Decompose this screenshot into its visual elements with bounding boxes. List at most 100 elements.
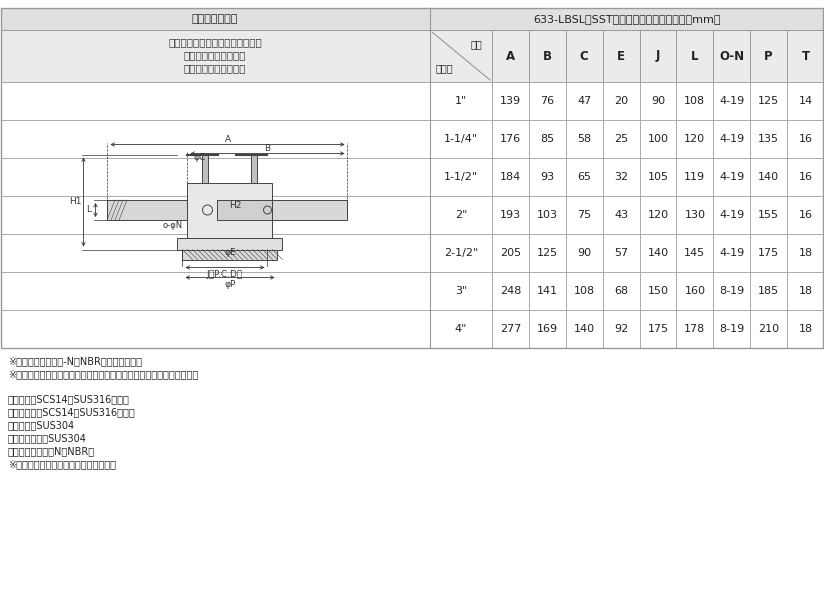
Bar — [492, 120, 529, 158]
Text: 140: 140 — [648, 248, 668, 258]
Text: 175: 175 — [648, 324, 668, 334]
Bar — [714, 82, 750, 120]
Bar — [430, 310, 492, 348]
Bar — [602, 196, 639, 234]
Bar — [750, 234, 787, 272]
Bar — [714, 120, 750, 158]
Bar — [714, 272, 750, 310]
Bar — [492, 196, 529, 234]
Bar — [677, 272, 714, 310]
Text: 160: 160 — [685, 286, 705, 296]
Bar — [787, 272, 824, 310]
Text: 205: 205 — [500, 248, 521, 258]
Text: 120: 120 — [684, 134, 705, 144]
Bar — [714, 30, 750, 82]
Bar — [677, 234, 714, 272]
Bar — [602, 120, 639, 158]
Text: 14: 14 — [798, 96, 812, 106]
Text: 176: 176 — [500, 134, 521, 144]
Bar — [602, 272, 639, 310]
Text: 18: 18 — [798, 248, 812, 258]
Bar — [566, 234, 602, 272]
Bar — [529, 30, 566, 82]
Text: A: A — [224, 135, 231, 144]
Text: 145: 145 — [684, 248, 705, 258]
Bar — [602, 158, 639, 196]
Bar — [602, 82, 639, 120]
Bar — [430, 234, 492, 272]
Bar — [1, 120, 430, 158]
Text: 90: 90 — [651, 96, 665, 106]
Text: 140: 140 — [758, 172, 780, 182]
Text: 8-19: 8-19 — [719, 286, 744, 296]
Bar — [1, 30, 430, 82]
Bar — [639, 158, 677, 196]
Text: 108: 108 — [574, 286, 595, 296]
Text: ※ガスケットはブナ-N（NBR）を標準装備。: ※ガスケットはブナ-N（NBR）を標準装備。 — [8, 356, 142, 366]
Text: 108: 108 — [684, 96, 705, 106]
Bar — [566, 30, 602, 82]
Text: 2-1/2": 2-1/2" — [444, 248, 478, 258]
Bar — [492, 82, 529, 120]
Text: 155: 155 — [758, 210, 780, 220]
Bar — [188, 182, 273, 237]
Text: 1-1/2": 1-1/2" — [444, 172, 478, 182]
Text: L: L — [86, 205, 91, 214]
Text: ※ガスケットは流体により選定できます: ※ガスケットは流体により選定できます — [8, 459, 116, 469]
Text: 141: 141 — [536, 286, 558, 296]
Text: 125: 125 — [758, 96, 780, 106]
Text: 76: 76 — [541, 96, 555, 106]
Bar — [1, 196, 430, 234]
Bar — [787, 196, 824, 234]
Text: 43: 43 — [614, 210, 628, 220]
Text: 139: 139 — [500, 96, 521, 106]
Bar — [566, 272, 602, 310]
Bar — [1, 82, 430, 120]
Text: 248: 248 — [500, 286, 521, 296]
Text: 135: 135 — [758, 134, 780, 144]
Text: 32: 32 — [614, 172, 628, 182]
Text: 130: 130 — [685, 210, 705, 220]
Text: φP: φP — [224, 280, 236, 289]
Bar — [750, 310, 787, 348]
Text: 193: 193 — [500, 210, 521, 220]
Bar — [787, 82, 824, 120]
Text: 169: 169 — [536, 324, 558, 334]
Bar — [430, 8, 823, 30]
Text: T: T — [802, 50, 810, 63]
Bar — [787, 30, 824, 82]
Text: 103: 103 — [536, 210, 558, 220]
Bar — [677, 158, 714, 196]
Text: H2: H2 — [229, 201, 241, 210]
Text: カムアーム継手: カムアーム継手 — [192, 14, 238, 24]
Text: 固定部品：SUS304: 固定部品：SUS304 — [8, 420, 75, 430]
Bar — [430, 120, 492, 158]
Text: 16: 16 — [798, 210, 812, 220]
Text: カムロック　ツインロックタイプ: カムロック ツインロックタイプ — [168, 37, 262, 47]
Bar — [787, 310, 824, 348]
Text: B: B — [265, 144, 270, 153]
Text: 93: 93 — [541, 172, 555, 182]
Bar — [714, 310, 750, 348]
Text: ガスケット：ブナN（NBR）: ガスケット：ブナN（NBR） — [8, 446, 95, 456]
Text: 58: 58 — [577, 134, 592, 144]
Text: 120: 120 — [648, 210, 668, 220]
Bar — [1, 8, 823, 348]
Text: 1-1/4": 1-1/4" — [444, 134, 478, 144]
Text: 8-19: 8-19 — [719, 324, 744, 334]
Bar — [218, 200, 273, 220]
Bar — [203, 155, 208, 182]
Text: 4-19: 4-19 — [719, 248, 744, 258]
Text: 140: 140 — [574, 324, 595, 334]
Bar — [273, 200, 348, 220]
Bar — [566, 120, 602, 158]
Bar — [430, 30, 492, 82]
Text: 4-19: 4-19 — [719, 172, 744, 182]
Text: 175: 175 — [758, 248, 780, 258]
Text: 119: 119 — [684, 172, 705, 182]
Text: B: B — [543, 50, 552, 63]
Bar — [639, 196, 677, 234]
Bar — [430, 196, 492, 234]
Text: 100: 100 — [648, 134, 668, 144]
Text: 277: 277 — [500, 324, 521, 334]
